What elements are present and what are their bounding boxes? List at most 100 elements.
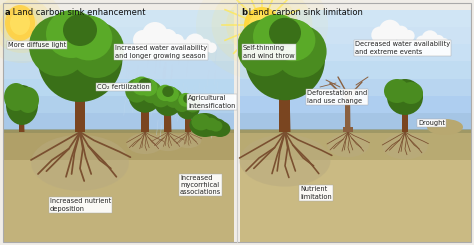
Text: Self-thinning
and wind throw: Self-thinning and wind throw <box>243 45 295 59</box>
Ellipse shape <box>253 14 301 59</box>
Circle shape <box>179 39 193 54</box>
Ellipse shape <box>0 5 44 45</box>
Ellipse shape <box>245 18 325 100</box>
Text: a: a <box>5 8 10 17</box>
Bar <box>240 79 471 96</box>
Ellipse shape <box>44 48 116 92</box>
Circle shape <box>159 29 177 47</box>
Text: Deforestation and
land use change: Deforestation and land use change <box>307 90 367 104</box>
Polygon shape <box>346 90 350 132</box>
Bar <box>240 10 471 27</box>
Ellipse shape <box>271 19 315 61</box>
Ellipse shape <box>327 133 369 157</box>
Bar <box>240 113 471 130</box>
Bar <box>141 103 149 132</box>
Circle shape <box>416 36 428 49</box>
Ellipse shape <box>210 120 222 132</box>
Polygon shape <box>164 107 172 132</box>
Polygon shape <box>185 111 191 132</box>
Ellipse shape <box>162 86 173 97</box>
Text: Agricultural
intensification: Agricultural intensification <box>188 95 236 109</box>
Bar <box>240 130 471 160</box>
Circle shape <box>403 30 415 42</box>
Circle shape <box>244 7 280 43</box>
Bar <box>240 129 471 133</box>
Ellipse shape <box>128 78 162 113</box>
Bar <box>186 45 211 49</box>
Text: b: b <box>241 8 247 17</box>
Bar <box>240 44 471 61</box>
Ellipse shape <box>138 78 152 91</box>
Ellipse shape <box>132 76 152 95</box>
Circle shape <box>142 22 168 48</box>
Ellipse shape <box>151 87 171 107</box>
Ellipse shape <box>211 0 312 67</box>
Ellipse shape <box>226 0 298 55</box>
Ellipse shape <box>185 96 201 112</box>
Bar <box>3 160 234 242</box>
Ellipse shape <box>399 82 423 104</box>
Bar <box>240 96 471 113</box>
Ellipse shape <box>191 114 210 130</box>
Circle shape <box>379 20 401 42</box>
Ellipse shape <box>139 79 157 96</box>
Bar <box>164 107 172 132</box>
Ellipse shape <box>183 94 193 103</box>
Bar <box>240 61 471 79</box>
Ellipse shape <box>0 0 64 63</box>
Bar <box>3 79 234 96</box>
Ellipse shape <box>178 104 198 117</box>
Ellipse shape <box>237 19 293 76</box>
Ellipse shape <box>427 119 463 135</box>
Text: Increased
mycorrhical
associations: Increased mycorrhical associations <box>180 175 221 195</box>
Circle shape <box>185 34 205 53</box>
Bar <box>3 130 234 160</box>
Ellipse shape <box>384 79 410 103</box>
Ellipse shape <box>31 135 129 191</box>
Ellipse shape <box>125 79 148 103</box>
Ellipse shape <box>156 98 180 113</box>
Text: Increased water availability
and longer growing season: Increased water availability and longer … <box>115 45 207 59</box>
Polygon shape <box>141 103 149 132</box>
Ellipse shape <box>382 133 428 159</box>
Ellipse shape <box>131 91 159 109</box>
Ellipse shape <box>37 14 122 102</box>
Bar <box>240 160 471 242</box>
Circle shape <box>421 30 438 47</box>
Ellipse shape <box>174 133 201 148</box>
Ellipse shape <box>156 85 173 101</box>
Circle shape <box>249 12 275 38</box>
Ellipse shape <box>127 133 164 154</box>
Bar <box>343 127 353 132</box>
Bar <box>143 37 177 43</box>
Ellipse shape <box>176 94 200 120</box>
Text: Drought: Drought <box>418 120 445 126</box>
Bar <box>3 160 234 242</box>
Ellipse shape <box>210 121 230 137</box>
Ellipse shape <box>29 16 89 76</box>
Bar <box>3 61 234 79</box>
Bar <box>19 115 25 132</box>
Ellipse shape <box>70 22 124 78</box>
Bar <box>402 112 408 132</box>
Ellipse shape <box>173 95 191 112</box>
Bar <box>380 32 409 37</box>
Bar <box>3 27 234 44</box>
Ellipse shape <box>141 81 162 103</box>
Text: Land carbon sink enhancement: Land carbon sink enhancement <box>10 8 146 17</box>
Ellipse shape <box>190 113 220 137</box>
Circle shape <box>170 34 184 48</box>
Ellipse shape <box>0 0 53 53</box>
Circle shape <box>198 39 211 52</box>
Text: More diffuse light: More diffuse light <box>8 42 66 48</box>
Ellipse shape <box>154 86 182 116</box>
Ellipse shape <box>64 16 112 61</box>
Ellipse shape <box>203 118 227 136</box>
Polygon shape <box>19 115 25 132</box>
Ellipse shape <box>387 79 423 115</box>
Text: Nutrient
limitation: Nutrient limitation <box>300 186 332 200</box>
Polygon shape <box>280 85 291 132</box>
Ellipse shape <box>269 18 301 48</box>
Bar <box>185 111 191 132</box>
Ellipse shape <box>7 11 37 39</box>
